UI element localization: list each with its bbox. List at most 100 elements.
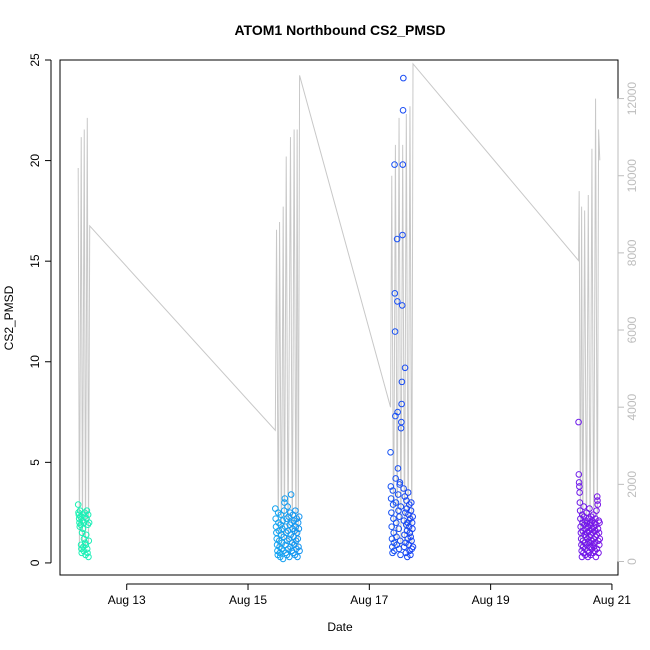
y-axis-left: 0 5 10 15 20 25 bbox=[28, 53, 52, 566]
data-point bbox=[391, 290, 399, 297]
data-point bbox=[79, 525, 87, 533]
data-point bbox=[594, 525, 602, 533]
data-point bbox=[277, 511, 285, 518]
data-point bbox=[84, 511, 92, 518]
data-point bbox=[396, 479, 404, 486]
data-point bbox=[399, 161, 407, 168]
data-point bbox=[83, 507, 91, 514]
data-point bbox=[289, 549, 297, 557]
data-point bbox=[85, 553, 92, 561]
x-tick-label: Aug 17 bbox=[350, 593, 388, 607]
y-tick-label: 10 bbox=[28, 355, 42, 369]
data-point bbox=[594, 501, 602, 508]
data-point bbox=[294, 519, 302, 527]
data-point bbox=[595, 529, 603, 537]
y-axis-right: 0 2000 4000 6000 8000 10000 12000 bbox=[617, 82, 639, 565]
right-tick-label: 6000 bbox=[625, 316, 639, 343]
data-point bbox=[389, 549, 396, 557]
data-point bbox=[407, 533, 415, 541]
chart-title: ATOM1 Northbound CS2_PMSD bbox=[234, 22, 445, 38]
data-point bbox=[397, 503, 405, 510]
y-tick-label: 20 bbox=[28, 154, 42, 168]
data-point bbox=[580, 503, 588, 510]
y-tick-label: 15 bbox=[28, 254, 42, 268]
data-point bbox=[396, 513, 403, 520]
data-point bbox=[285, 545, 292, 553]
data-point bbox=[592, 553, 600, 561]
data-point bbox=[396, 537, 404, 545]
data-point bbox=[405, 523, 413, 531]
data-point bbox=[395, 525, 403, 533]
data-point bbox=[596, 535, 604, 543]
data-point bbox=[575, 418, 582, 426]
data-point bbox=[286, 553, 293, 561]
data-point bbox=[401, 493, 409, 500]
data-point bbox=[575, 471, 583, 478]
data-point bbox=[409, 525, 416, 533]
data-point bbox=[576, 489, 583, 496]
data-point bbox=[81, 513, 89, 520]
data-point bbox=[280, 507, 288, 514]
data-point bbox=[590, 523, 598, 531]
data-point bbox=[288, 539, 296, 547]
data-point bbox=[398, 302, 406, 309]
data-point bbox=[407, 507, 415, 514]
data-point bbox=[576, 483, 583, 490]
data-point bbox=[401, 364, 409, 372]
y-tick-label: 5 bbox=[28, 459, 42, 466]
data-point bbox=[393, 533, 400, 541]
data-point bbox=[594, 497, 601, 504]
x-tick-label: Aug 19 bbox=[472, 593, 510, 607]
x-tick-label: Aug 13 bbox=[108, 593, 146, 607]
data-point bbox=[294, 553, 301, 561]
data-point bbox=[295, 543, 302, 551]
data-point bbox=[387, 448, 394, 456]
x-axis: Aug 13 Aug 15 Aug 17 Aug 19 Aug 21 bbox=[108, 583, 631, 607]
data-point bbox=[74, 501, 82, 508]
data-point bbox=[296, 547, 303, 555]
data-point bbox=[391, 161, 398, 168]
data-point bbox=[394, 298, 401, 305]
data-point bbox=[295, 513, 303, 520]
data-point bbox=[272, 505, 279, 512]
data-point bbox=[83, 545, 91, 553]
data-point bbox=[576, 499, 584, 506]
data-point bbox=[392, 475, 399, 482]
data-point bbox=[399, 231, 406, 239]
data-point bbox=[407, 499, 415, 506]
data-point bbox=[407, 551, 414, 559]
data-point bbox=[392, 499, 400, 506]
data-point bbox=[389, 487, 397, 494]
data-point bbox=[279, 517, 287, 524]
y-tick-label: 25 bbox=[28, 53, 42, 67]
data-point bbox=[575, 479, 583, 486]
data-point bbox=[398, 418, 405, 426]
data-point bbox=[272, 515, 279, 522]
y-axis-title: CS2_PMSD bbox=[2, 285, 16, 350]
data-point bbox=[292, 507, 299, 514]
data-point bbox=[590, 511, 597, 518]
data-point bbox=[387, 495, 395, 502]
data-point bbox=[576, 507, 584, 514]
data-point bbox=[393, 235, 401, 243]
data-point bbox=[394, 465, 402, 472]
data-point bbox=[287, 491, 295, 498]
data-point bbox=[400, 74, 407, 82]
data-point bbox=[399, 106, 407, 114]
data-point bbox=[388, 509, 395, 516]
series-line bbox=[77, 62, 601, 550]
data-point bbox=[398, 378, 406, 386]
data-point bbox=[596, 519, 603, 527]
data-point bbox=[409, 513, 417, 520]
scatter-points-layer bbox=[74, 74, 604, 563]
right-tick-label: 10000 bbox=[625, 159, 639, 193]
data-point bbox=[80, 547, 87, 555]
y-tick-label: 0 bbox=[28, 559, 42, 566]
right-tick-label: 4000 bbox=[625, 394, 639, 421]
data-point bbox=[283, 515, 290, 522]
right-tick-label: 0 bbox=[625, 558, 639, 565]
data-point bbox=[391, 328, 399, 335]
data-point bbox=[292, 537, 300, 545]
